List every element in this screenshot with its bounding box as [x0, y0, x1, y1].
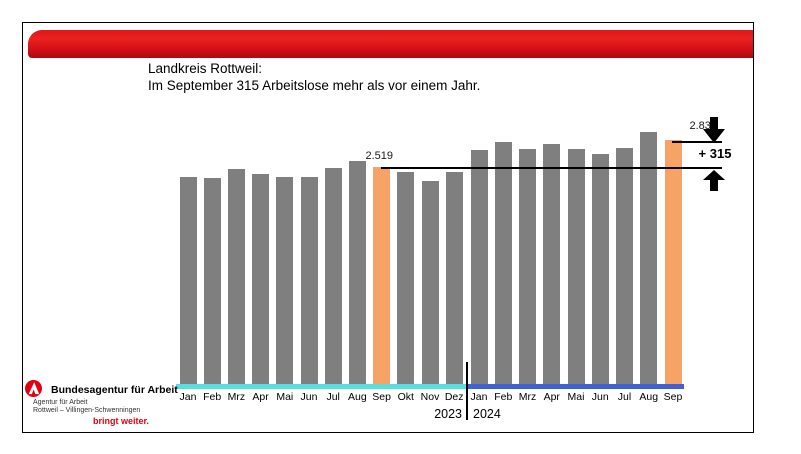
year-label-2023: 2023 — [434, 407, 462, 421]
bar-2023-Sep — [373, 167, 391, 384]
month-label-2024-Mrz: Mrz — [518, 391, 537, 403]
arrow-down-icon — [702, 117, 726, 143]
chart-title: Landkreis Rottweil: Im September 315 Arb… — [148, 60, 480, 94]
bar-2024-Mrz — [519, 149, 536, 384]
reference-line-2519 — [381, 167, 722, 169]
bar-2024-Jan — [470, 150, 488, 384]
month-label-2024-Mai: Mai — [567, 391, 585, 403]
month-label-2023-Jul: Jul — [326, 391, 340, 403]
month-label-2024-Apr: Apr — [543, 391, 560, 403]
month-label-2023-Feb: Feb — [203, 391, 222, 403]
bar-2023-Jun — [300, 177, 318, 384]
month-label-2023-Apr: Apr — [252, 391, 269, 403]
bar-2023-Jan — [179, 177, 197, 384]
bar-2023-Jul — [324, 168, 342, 384]
bar-2024-Jun — [591, 154, 609, 384]
month-label-2024-Jun: Jun — [591, 391, 609, 403]
month-label-2024-Jan: Jan — [470, 391, 488, 403]
value-label-2519: 2.519 — [365, 150, 393, 162]
month-label-2023-Aug: Aug — [348, 391, 367, 403]
month-label-2024-Jul: Jul — [617, 391, 632, 403]
month-label-2023-Mai: Mai — [276, 391, 294, 403]
axis-underline-2023 — [176, 384, 467, 389]
title-line-2: Im September 315 Arbeitslose mehr als vo… — [148, 78, 481, 93]
bar-2023-Okt — [397, 172, 415, 384]
agency-line-1: Agentur für Arbeit — [33, 399, 88, 406]
bar-2024-Feb — [494, 142, 512, 384]
month-label-2023-Jun: Jun — [300, 391, 318, 403]
bar-2024-Mai — [567, 149, 585, 384]
bar-2024-Aug — [640, 132, 658, 384]
month-label-2023-Mrz: Mrz — [227, 391, 246, 403]
reference-line-2834 — [672, 141, 722, 143]
org-name: Bundesagentur für Arbeit — [51, 384, 178, 396]
month-label-2023-Sep: Sep — [372, 391, 391, 403]
bar-2023-Nov — [421, 181, 439, 384]
year-divider-line — [466, 362, 468, 420]
arrow-up-icon — [702, 170, 726, 191]
bar-2024-Apr — [543, 144, 561, 384]
ba-logo-icon — [25, 380, 42, 397]
difference-label: + 315 — [698, 146, 732, 161]
bar-2023-Apr — [252, 174, 270, 384]
title-line-1: Landkreis Rottweil: — [148, 61, 263, 76]
month-label-2023-Jan: Jan — [179, 391, 197, 403]
month-label-2023-Okt: Okt — [397, 391, 414, 403]
month-label-2023-Dez: Dez — [444, 391, 464, 403]
bar-2023-Mrz — [227, 169, 245, 384]
bar-2023-Dez — [445, 172, 463, 384]
bar-2023-Mai — [276, 177, 294, 384]
tagline: bringt weiter. — [93, 416, 150, 426]
month-label-2024-Sep: Sep — [663, 391, 683, 403]
agency-line-2: Rottweil – Villingen-Schwenningen — [33, 407, 141, 414]
bar-2024-Sep — [664, 140, 682, 384]
bar-2023-Aug — [348, 161, 366, 384]
month-label-2024-Aug: Aug — [639, 391, 659, 403]
bar-chart: 2023 2024 Jan Feb Mrz Apr Mai Jun Jul Aug Sep Okt… — [176, 130, 692, 421]
year-label-2024: 2024 — [473, 407, 501, 421]
bar-2024-Jul — [616, 148, 633, 384]
page-frame: Landkreis Rottweil: Im September 315 Arb… — [22, 22, 754, 433]
header-banner — [28, 30, 753, 58]
month-label-2024-Feb: Feb — [494, 391, 513, 403]
month-label-2023-Nov: Nov — [420, 391, 440, 403]
axis-underline-2024 — [467, 384, 684, 389]
bar-2023-Feb — [203, 178, 221, 384]
